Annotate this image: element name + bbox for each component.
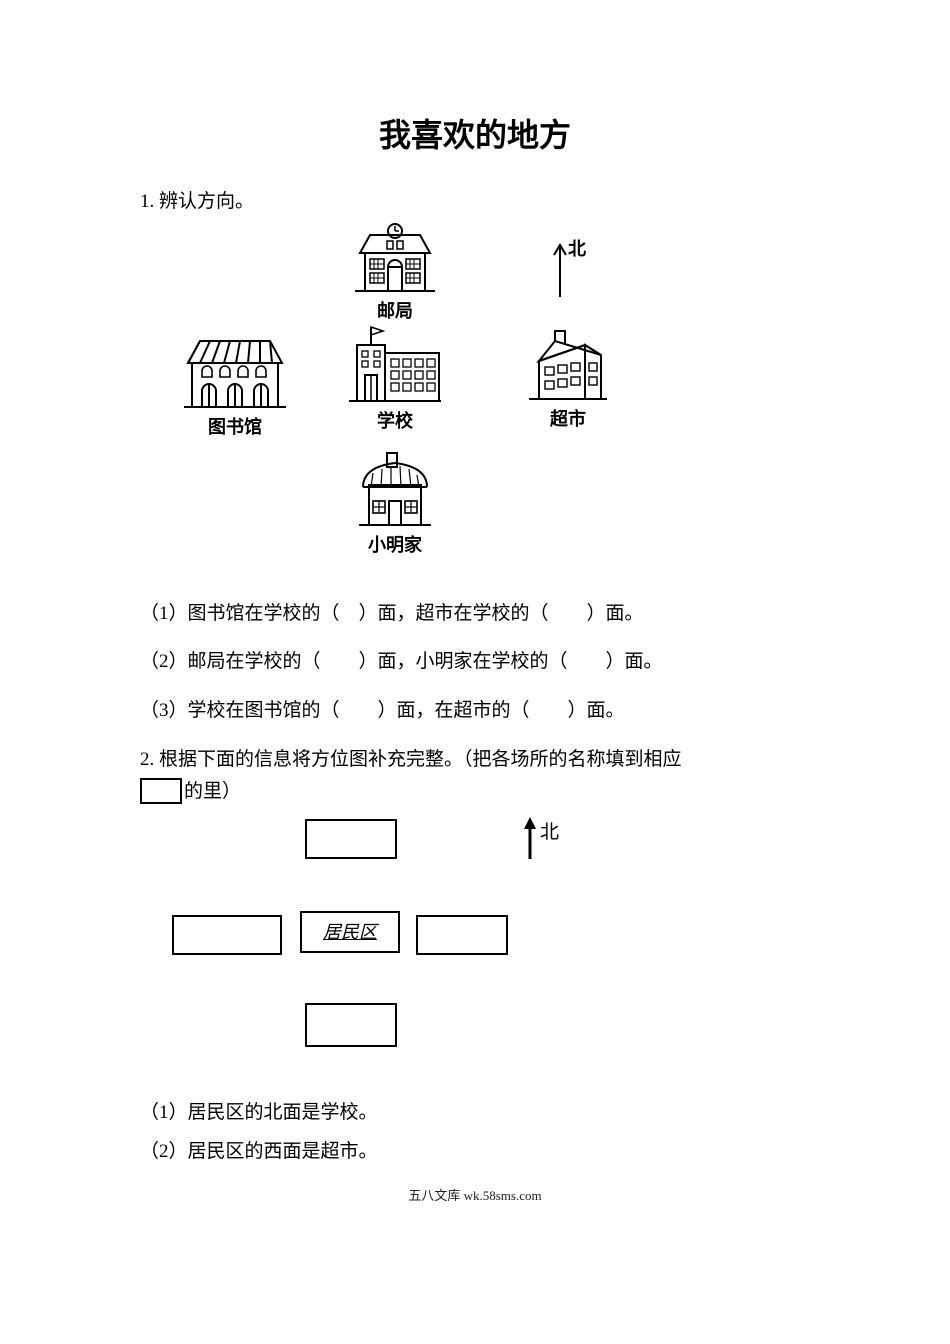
answer-box-inline-icon [140, 778, 182, 804]
q1-heading: 1. 辨认方向。 [140, 186, 810, 213]
location-supermarket: 超市 [525, 321, 611, 431]
q1-map: 邮局 北 [140, 221, 810, 581]
compass-north: 北 [548, 239, 572, 304]
q2-heading: 2. 根据下面的信息将方位图补充完整。（把各场所的名称填到相应 的里） [140, 744, 810, 809]
grid-box-north [305, 819, 397, 859]
school-label: 学校 [345, 407, 445, 433]
grid-box-south [305, 1003, 397, 1047]
location-library: 图书馆 [180, 329, 290, 439]
school-icon [345, 325, 445, 403]
compass-label: 北 [568, 235, 586, 261]
q2-heading-line1: 2. 根据下面的信息将方位图补充完整。（把各场所的名称填到相应 [140, 749, 682, 770]
home-label: 小明家 [355, 531, 435, 557]
q2-clue1: （1）居民区的北面是学校。 [140, 1097, 810, 1124]
post-office-icon [350, 221, 440, 293]
location-school: 学校 [345, 325, 445, 433]
compass-north-2: 北 [520, 817, 540, 866]
north-arrow-icon-2 [520, 817, 540, 861]
q1-sub3: （3）学校在图书馆的（ ）面，在超市的（ ）面。 [140, 696, 810, 726]
location-post-office: 邮局 [350, 221, 440, 323]
page: 我喜欢的地方 1. 辨认方向。 [0, 0, 950, 1344]
supermarket-icon [525, 321, 611, 401]
grid-box-west [172, 915, 282, 955]
page-footer: 五八文库 wk.58sms.com [140, 1185, 810, 1204]
grid-box-center: 居民区 [300, 911, 400, 953]
library-icon [180, 329, 290, 409]
location-xiaoming-home: 小明家 [355, 449, 435, 557]
compass-label-2: 北 [540, 817, 559, 844]
home-icon [355, 449, 435, 527]
post-office-label: 邮局 [350, 297, 440, 323]
grid-center-label: 居民区 [323, 922, 377, 942]
library-label: 图书馆 [180, 413, 290, 439]
q1-sub1: （1）图书馆在学校的（ ）面，超市在学校的（ ）面。 [140, 599, 810, 629]
q2-grid: 居民区 北 [140, 815, 810, 1085]
q2-clue2: （2）居民区的西面是超市。 [140, 1136, 810, 1163]
q1-sub2: （2）邮局在学校的（ ）面，小明家在学校的（ ）面。 [140, 647, 810, 677]
q2-heading-line2: 的里） [184, 781, 241, 802]
grid-box-east [416, 915, 508, 955]
page-title: 我喜欢的地方 [140, 110, 810, 156]
supermarket-label: 超市 [525, 405, 611, 431]
